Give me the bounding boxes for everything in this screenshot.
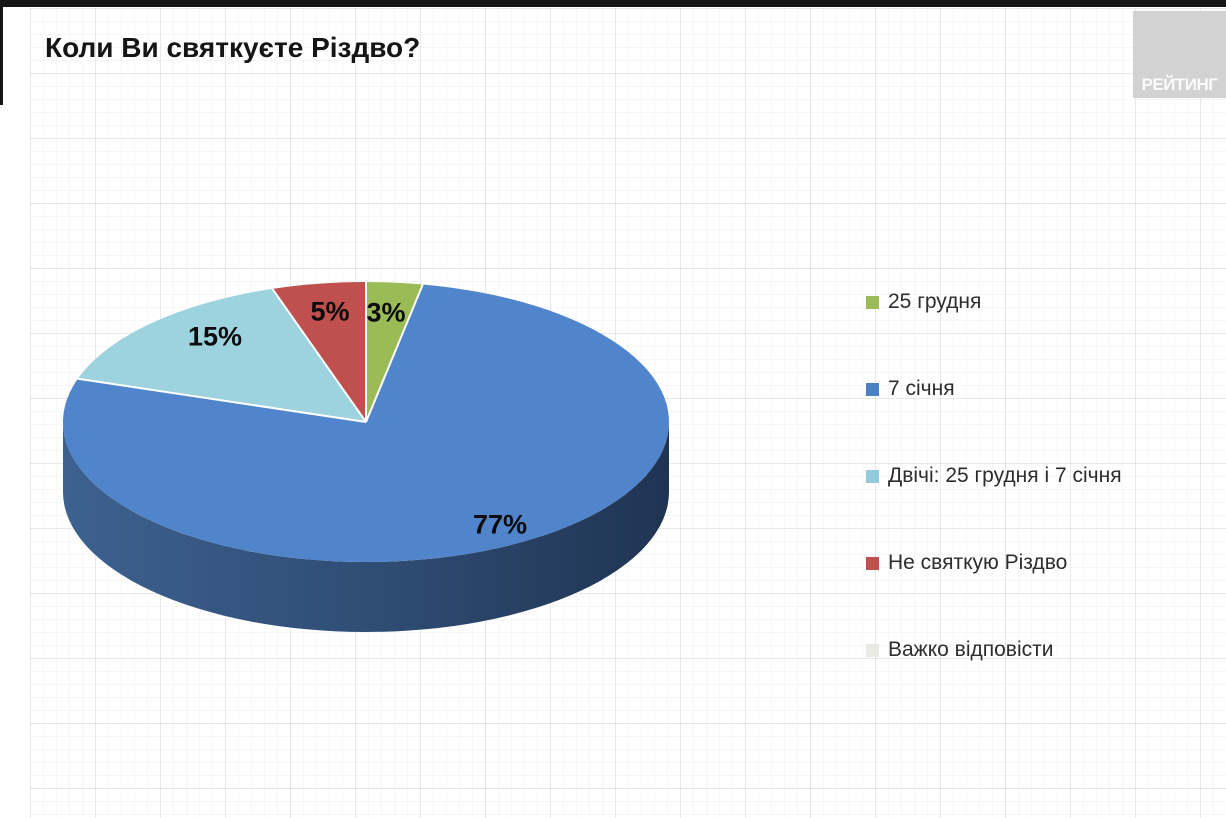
legend-item-0: 25 грудня [866, 290, 1122, 314]
legend-swatch-icon [866, 295, 879, 309]
pie-slice-borders [77, 282, 424, 423]
legend-item-4: Важко відповісти [866, 638, 1122, 662]
pie-label-2: 15% [187, 321, 243, 352]
legend-item-2: Двічі: 25 грудня і 7 січня [866, 464, 1122, 488]
legend-item-1: 7 січня [866, 377, 1122, 401]
pie-side-surface [63, 422, 669, 632]
legend-label: Двічі: 25 грудня і 7 січня [888, 464, 1122, 487]
pie-label-0: 3% [366, 297, 406, 328]
legend-swatch-icon [866, 469, 879, 483]
legend-label: Важко відповісти [888, 638, 1054, 661]
legend-item-3: Не святкую Різдво [866, 551, 1122, 575]
pie-slice-1 [62, 284, 669, 563]
slice-border-line [271, 288, 367, 423]
left-border-strip [0, 0, 3, 105]
legend-label: 25 грудня [888, 290, 982, 313]
top-border-bar [0, 0, 1226, 7]
legend-swatch-icon [866, 382, 879, 396]
pie-label-1: 77% [472, 509, 528, 540]
rating-logo: РЕЙТИНГ [1133, 11, 1226, 98]
chart-title: Коли Ви святкуєте Різдво? [45, 32, 421, 63]
pie-label-3: 5% [310, 296, 350, 327]
legend-swatch-icon [866, 556, 879, 570]
slice-border-line [77, 377, 367, 423]
chart-legend: 25 грудня 7 січня Двічі: 25 грудня і 7 січ… [866, 290, 1122, 725]
pie-3d-side [63, 422, 669, 632]
legend-swatch-icon [866, 643, 879, 657]
legend-label: Не святкую Різдво [888, 551, 1068, 574]
slice-border-line [365, 284, 424, 423]
rating-logo-text: РЕЙТИНГ [1141, 75, 1218, 94]
legend-label: 7 січня [888, 377, 955, 400]
